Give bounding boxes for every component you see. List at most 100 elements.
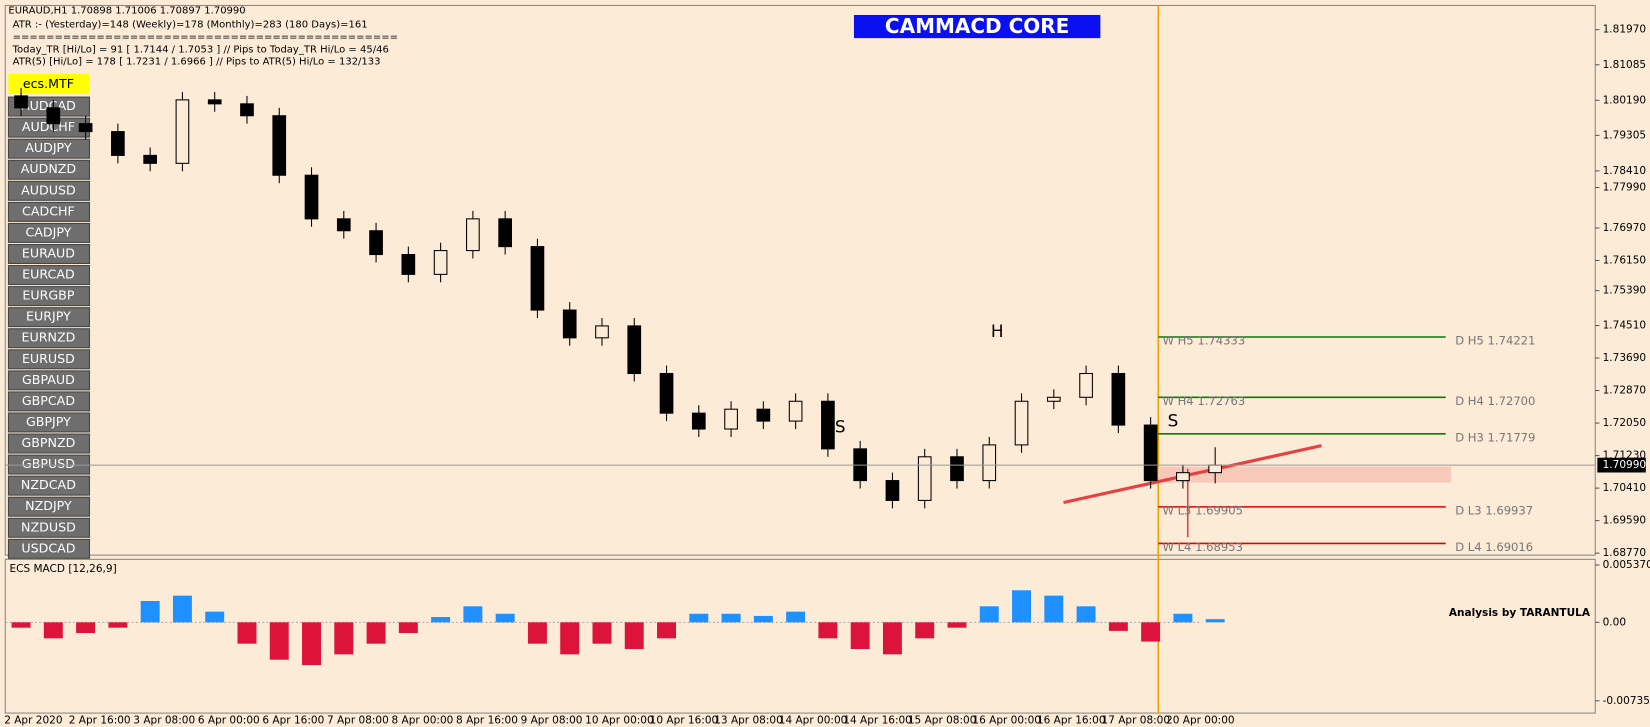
candle-body xyxy=(111,131,125,156)
macd-bar xyxy=(140,600,160,623)
candle-body xyxy=(724,408,738,430)
button-bg xyxy=(7,307,91,328)
candle-body xyxy=(401,254,416,275)
macd-bar xyxy=(463,606,483,623)
y-tick-label: 1.81085 xyxy=(1603,59,1647,71)
x-tick-label: 15 Apr 08:00 xyxy=(908,714,977,726)
macd-bar xyxy=(1141,622,1161,642)
y-tick-label: 1.74510 xyxy=(1603,320,1647,332)
symbol-button[interactable]: AUDCAD xyxy=(7,96,91,117)
macd-bar xyxy=(689,613,709,623)
macd-bar xyxy=(1012,590,1032,623)
candle-body xyxy=(530,246,545,311)
symbol-list: AUDCAD AUDCHF AUDJPY AUDNZD AUDUSD CADCHF CADJ… xyxy=(7,96,91,559)
credit: Analysis by TARANTULA xyxy=(1449,607,1591,619)
button-label: CADJPY xyxy=(25,224,71,239)
symbol-button[interactable]: GBPNZD xyxy=(7,433,91,454)
button-label: NZDCAD xyxy=(21,477,76,492)
macd-bar xyxy=(882,622,902,655)
macd-bar xyxy=(657,622,677,639)
symbol-button[interactable]: NZDCAD xyxy=(7,475,91,496)
symbol-button[interactable]: EURJPY xyxy=(7,307,91,328)
y-tick-label: 1.75390 xyxy=(1603,285,1647,297)
x-tick-label: 2 Apr 16:00 xyxy=(69,714,131,726)
button-label: EURCAD xyxy=(22,267,75,282)
symbol-button[interactable]: GBPJPY xyxy=(7,412,91,433)
symbol-button[interactable]: EURUSD xyxy=(7,349,91,370)
button-label: USDCAD xyxy=(21,540,75,555)
button-bg xyxy=(7,412,91,433)
symbol-button[interactable]: EURGBP xyxy=(7,286,91,307)
level-w-label: W H5 1.74333 xyxy=(1162,334,1245,348)
y-tick-label: -0.007353 xyxy=(1603,695,1650,707)
button-bg xyxy=(7,433,91,454)
trend-line xyxy=(1063,444,1322,505)
macd-bar xyxy=(721,613,741,623)
macd-bar xyxy=(205,611,225,623)
button-label: GBPUSD xyxy=(22,456,75,471)
level-d-label: D H3 1.71779 xyxy=(1455,431,1535,445)
symbol-button[interactable]: GBPAUD xyxy=(7,370,91,391)
symbol-button[interactable]: NZDJPY xyxy=(7,496,91,517)
mtf-label: ecs.MTF xyxy=(23,76,74,91)
atr5-line: ATR(5) [Hi/Lo] = 178 [ 1.7231 / 1.6966 ]… xyxy=(13,56,381,67)
x-tick-label: 17 Apr 08:00 xyxy=(1102,714,1171,726)
macd-bar xyxy=(76,622,96,634)
symbol-button[interactable]: EURNZD xyxy=(7,328,91,349)
x-tick-label: 2 Apr 2020 xyxy=(4,714,62,726)
candle-body xyxy=(595,325,609,339)
y-tick-label: 1.68770 xyxy=(1603,547,1647,559)
symbol-button[interactable]: AUDNZD xyxy=(7,159,91,180)
symbol-button[interactable]: GBPUSD xyxy=(7,454,91,475)
macd-bar xyxy=(43,622,63,639)
candle-body xyxy=(498,218,513,248)
x-tick-label: 3 Apr 08:00 xyxy=(133,714,195,726)
candle-body xyxy=(917,456,932,501)
macd-bar xyxy=(1044,595,1064,623)
candle-body xyxy=(691,412,706,430)
symbol-button[interactable]: NZDUSD xyxy=(7,517,91,538)
button-bg xyxy=(7,286,91,307)
button-bg xyxy=(7,243,91,264)
button-bg xyxy=(7,496,91,517)
pattern-label: S xyxy=(835,417,846,437)
symbol-button[interactable]: EURCAD xyxy=(7,265,91,286)
symbol-button[interactable]: EURAUD xyxy=(7,243,91,264)
x-tick-label: 8 Apr 00:00 xyxy=(391,714,453,726)
candle-body xyxy=(885,480,900,501)
x-tick-label: 6 Apr 16:00 xyxy=(262,714,324,726)
macd-bar xyxy=(11,622,31,628)
banner: CAMMACD CORE xyxy=(885,14,1069,38)
symbol-button[interactable]: CADCHF xyxy=(7,201,91,222)
symbol-button[interactable]: AUDUSD xyxy=(7,180,91,201)
y-tick-label: 1.76970 xyxy=(1603,222,1647,234)
y-tick-label: 1.77990 xyxy=(1603,182,1647,194)
symbol-button[interactable]: GBPCAD xyxy=(7,391,91,412)
symbol-button[interactable]: AUDJPY xyxy=(7,138,91,159)
macd-bar xyxy=(172,595,192,623)
button-label: AUDJPY xyxy=(25,140,72,155)
symbol-button[interactable]: USDCAD xyxy=(7,538,91,559)
level-d-label: D H4 1.72700 xyxy=(1455,394,1535,408)
macd-bar xyxy=(1108,622,1128,631)
macd-bar xyxy=(431,617,451,623)
symbol-button[interactable]: AUDCHF xyxy=(7,117,91,138)
x-tick-label: 7 Apr 08:00 xyxy=(327,714,389,726)
candle-body xyxy=(659,372,674,414)
symbol-button[interactable]: CADJPY xyxy=(7,222,91,243)
macd-bar xyxy=(237,622,257,644)
macd-title: ECS MACD [12,26,9] xyxy=(9,563,116,575)
x-tick-label: 16 Apr 16:00 xyxy=(1037,714,1106,726)
target-zone xyxy=(1158,466,1451,483)
candle-body xyxy=(46,107,61,125)
candle-body xyxy=(1208,464,1223,474)
mtf-button[interactable] xyxy=(8,73,90,94)
macd-bar xyxy=(334,622,354,655)
macd-bar xyxy=(398,622,418,634)
y-tick-label: 1.79305 xyxy=(1603,129,1647,141)
candle-body xyxy=(982,444,997,482)
macd-bar xyxy=(269,622,289,660)
button-label: NZDJPY xyxy=(25,498,72,513)
button-bg xyxy=(7,475,91,496)
